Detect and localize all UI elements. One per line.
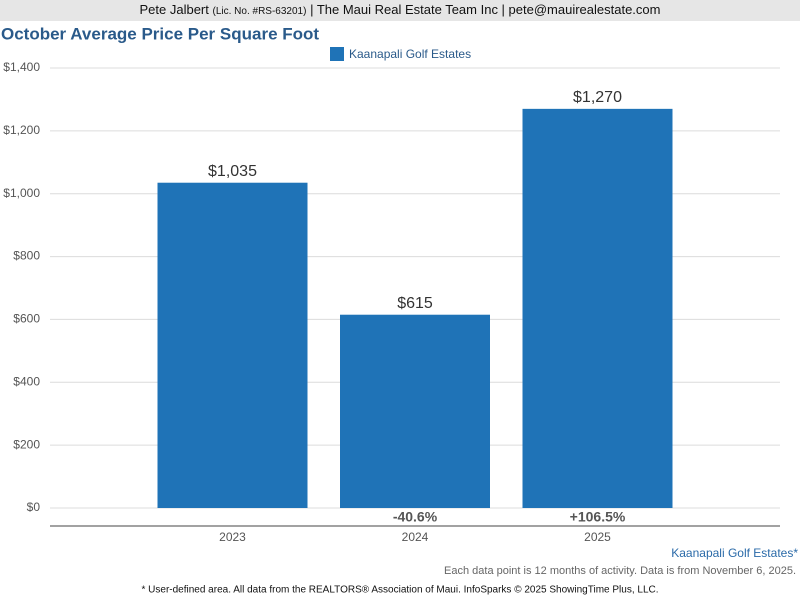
y-tick-label: $0 — [27, 500, 41, 514]
value-label: $615 — [397, 295, 433, 312]
legend: Kaanapali Golf Estates — [330, 47, 471, 61]
bar — [157, 182, 308, 508]
license: (Lic. No. #RS-63201) — [213, 6, 307, 17]
x-tick-label: 2024 — [402, 530, 429, 544]
y-tick-label: $800 — [13, 249, 40, 263]
legend-swatch — [330, 47, 344, 61]
change-label: -40.6% — [393, 509, 438, 525]
y-tick-label: $600 — [13, 312, 40, 326]
y-tick-label: $1,200 — [3, 123, 40, 137]
agent-name: Pete Jalbert — [140, 2, 210, 17]
y-tick-label: $1,000 — [3, 186, 40, 200]
y-tick-label: $200 — [13, 437, 40, 451]
x-tick-label: 2025 — [584, 530, 611, 544]
company: | The Maui Real Estate Team Inc | pete@m… — [310, 2, 660, 17]
chart-title: October Average Price Per Square Foot — [1, 24, 319, 43]
area-note: Kaanapali Golf Estates* — [671, 546, 798, 560]
header-bar — [0, 0, 800, 21]
x-tick-label: 2023 — [219, 530, 246, 544]
source-note: * User-defined area. All data from the R… — [141, 585, 658, 596]
legend-label: Kaanapali Golf Estates — [349, 47, 471, 61]
value-label: $1,270 — [573, 89, 622, 106]
y-tick-label: $400 — [13, 374, 40, 388]
bar — [340, 314, 490, 508]
value-label: $1,035 — [208, 163, 257, 180]
bar — [522, 108, 673, 508]
header: Pete Jalbert (Lic. No. #RS-63201) | The … — [140, 2, 661, 17]
data-note: Each data point is 12 months of activity… — [444, 565, 796, 577]
y-tick-label: $1,400 — [3, 60, 40, 74]
change-label: +106.5% — [570, 509, 626, 525]
